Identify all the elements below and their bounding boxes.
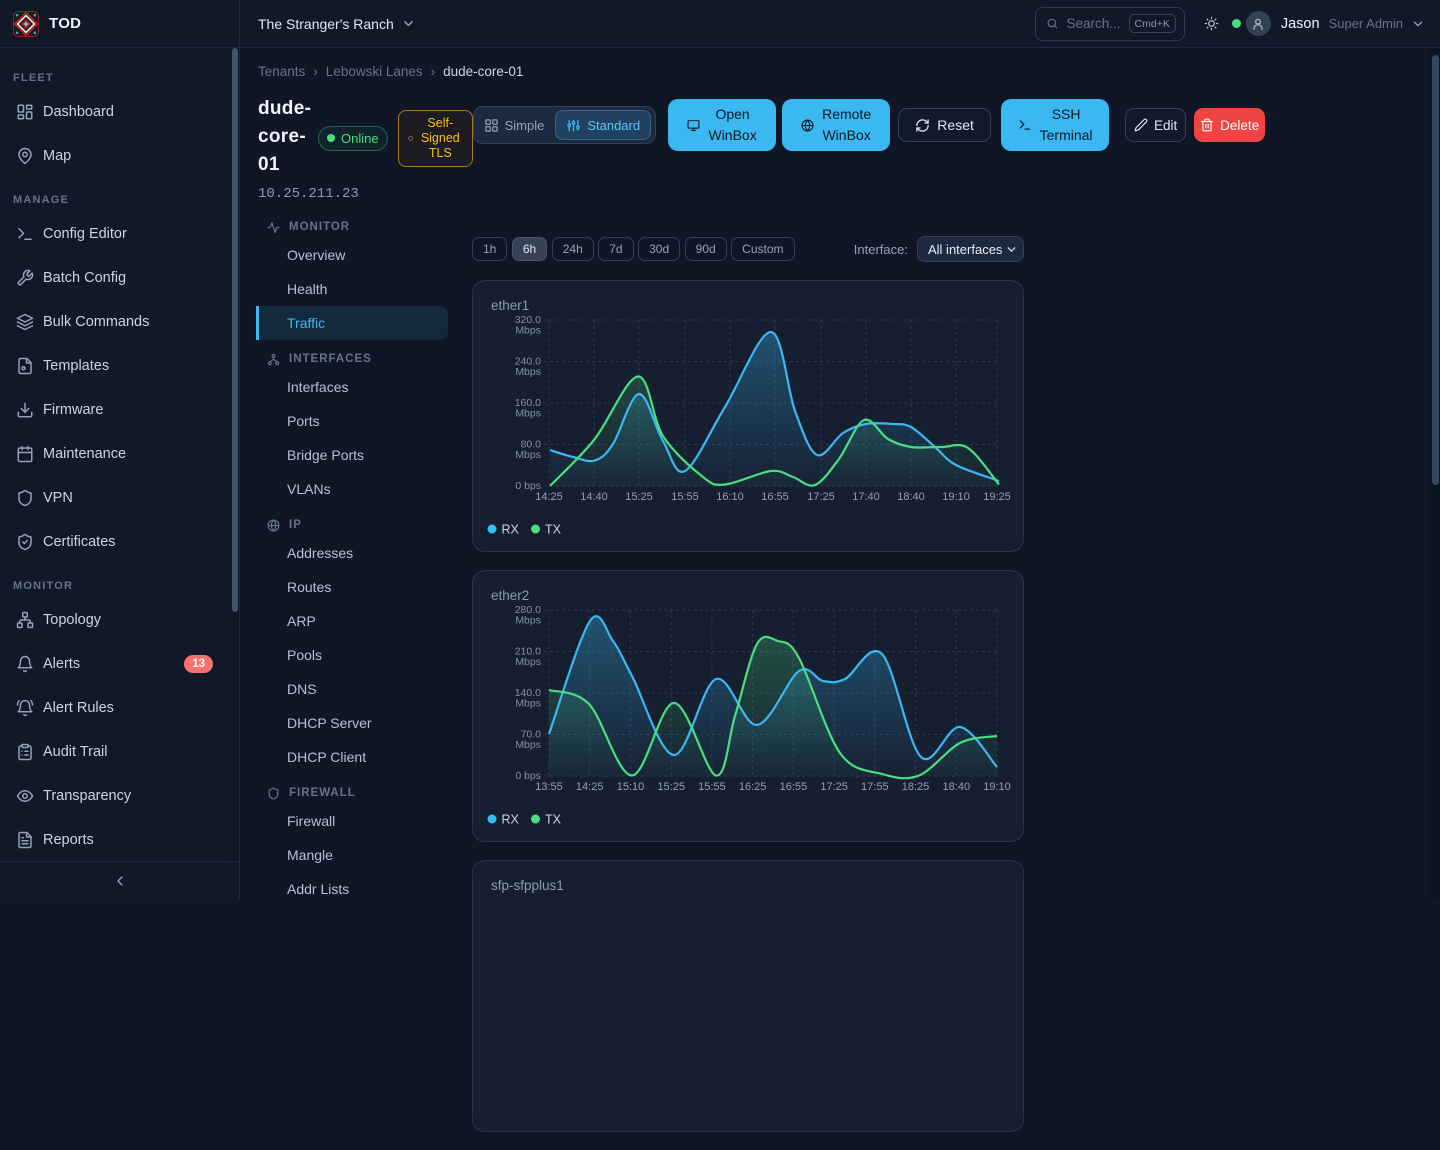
svg-text:320.0: 320.0 xyxy=(515,314,541,326)
svg-text:210.0: 210.0 xyxy=(515,646,541,658)
svg-text:Mbps: Mbps xyxy=(515,739,541,751)
svg-text:17:55: 17:55 xyxy=(861,781,889,793)
svg-text:14:25: 14:25 xyxy=(576,781,604,793)
svg-text:Mbps: Mbps xyxy=(515,698,541,710)
svg-text:Mbps: Mbps xyxy=(515,408,541,420)
svg-text:280.0: 280.0 xyxy=(515,604,541,616)
svg-text:TX: TX xyxy=(545,523,562,537)
svg-text:RX: RX xyxy=(502,523,520,537)
svg-text:14:40: 14:40 xyxy=(580,491,608,503)
svg-text:240.0: 240.0 xyxy=(515,356,541,368)
svg-text:17:25: 17:25 xyxy=(820,781,848,793)
svg-text:Mbps: Mbps xyxy=(515,449,541,461)
svg-text:16:25: 16:25 xyxy=(739,781,767,793)
svg-text:16:55: 16:55 xyxy=(761,491,789,503)
svg-text:18:40: 18:40 xyxy=(897,491,925,503)
svg-text:19:25: 19:25 xyxy=(983,491,1011,503)
svg-text:17:40: 17:40 xyxy=(852,491,880,503)
svg-text:80.0: 80.0 xyxy=(521,439,542,451)
svg-text:Mbps: Mbps xyxy=(515,325,541,337)
svg-text:16:55: 16:55 xyxy=(780,781,808,793)
svg-text:0 bps: 0 bps xyxy=(515,770,541,782)
svg-text:19:10: 19:10 xyxy=(942,491,970,503)
svg-text:15:55: 15:55 xyxy=(671,491,699,503)
svg-text:0 bps: 0 bps xyxy=(515,480,541,492)
svg-text:15:25: 15:25 xyxy=(657,781,685,793)
svg-text:14:25: 14:25 xyxy=(535,491,563,503)
svg-text:18:25: 18:25 xyxy=(902,781,930,793)
svg-text:Mbps: Mbps xyxy=(515,656,541,668)
svg-text:15:25: 15:25 xyxy=(625,491,653,503)
svg-text:15:55: 15:55 xyxy=(698,781,726,793)
svg-text:Mbps: Mbps xyxy=(515,615,541,627)
svg-text:13:55: 13:55 xyxy=(535,781,563,793)
svg-text:140.0: 140.0 xyxy=(515,687,541,699)
svg-text:TX: TX xyxy=(545,813,562,827)
svg-text:18:40: 18:40 xyxy=(943,781,971,793)
svg-text:160.0: 160.0 xyxy=(515,397,541,409)
svg-text:70.0: 70.0 xyxy=(521,729,542,741)
svg-text:16:10: 16:10 xyxy=(716,491,744,503)
svg-text:RX: RX xyxy=(502,813,520,827)
svg-text:19:10: 19:10 xyxy=(983,781,1011,793)
svg-text:17:25: 17:25 xyxy=(807,491,835,503)
svg-text:Mbps: Mbps xyxy=(515,366,541,378)
svg-text:15:10: 15:10 xyxy=(617,781,645,793)
